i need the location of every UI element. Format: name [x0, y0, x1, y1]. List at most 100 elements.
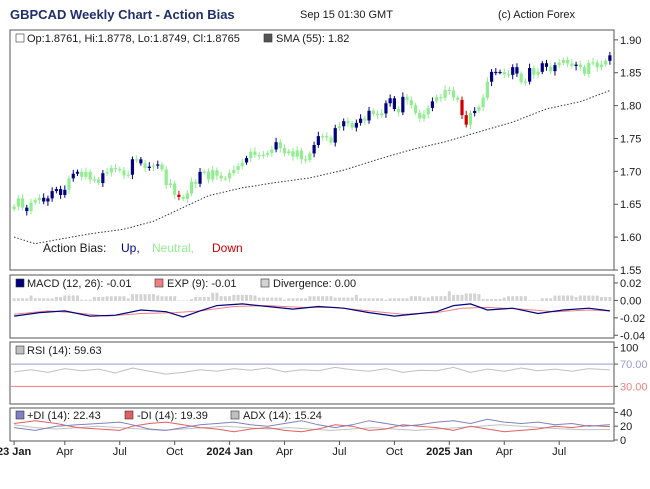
divergence-bar [384, 299, 388, 301]
price-panel [9, 29, 615, 271]
divergence-bar [401, 298, 405, 301]
price-bar [481, 97, 485, 108]
divergence-bar [299, 298, 303, 301]
price-bar [122, 170, 126, 176]
price-bar [135, 159, 139, 161]
rsi-axis-label: 70.00 [620, 359, 648, 371]
price-bar [388, 98, 392, 104]
divergence-bar [135, 294, 139, 301]
macd-legend: MACD (12, 26): -0.01 [27, 278, 132, 290]
price-bar [506, 74, 511, 76]
x-axis-label: Apr [276, 446, 293, 458]
price-bar [489, 71, 494, 82]
price-bar [25, 207, 29, 212]
divergence-bar [308, 296, 312, 301]
chart-timestamp: Sep 15 01:30 GMT [300, 9, 393, 21]
price-bar [75, 171, 80, 174]
price-bar [599, 64, 604, 68]
price-bar [329, 137, 333, 143]
divergence-bar [270, 297, 274, 301]
divergence-bar [185, 300, 189, 301]
rsi-legend-box [15, 345, 25, 355]
price-bar [299, 150, 304, 160]
price-bar [58, 189, 63, 195]
minus-di-line [14, 420, 610, 433]
price-bar [20, 198, 25, 208]
price-bar [92, 179, 96, 181]
divergence-bar [88, 299, 92, 301]
divergence-bar [257, 297, 261, 301]
divergence-bar [515, 296, 519, 301]
divergence-bar [490, 299, 494, 301]
price-bar [540, 63, 544, 72]
price-bar [16, 198, 20, 207]
price-bar [37, 197, 42, 201]
divergence-bar [570, 295, 574, 301]
ohlc-legend-box [15, 33, 25, 43]
price-bar [29, 202, 33, 212]
divergence-bar [578, 295, 582, 301]
price-bar [194, 181, 198, 184]
macd-legend-box [15, 278, 25, 288]
price-bar [211, 170, 215, 180]
divergence-bar [139, 294, 143, 301]
price-bar [219, 175, 223, 179]
divergence-bar [114, 296, 118, 301]
divergence-bar [54, 296, 58, 301]
divergence-bar [359, 298, 363, 301]
divergence-bar [443, 296, 447, 301]
divergence-bar [414, 296, 418, 301]
divergence-bar [253, 295, 257, 301]
divergence-bar [595, 295, 599, 301]
price-bar [206, 171, 211, 180]
price-bar [177, 194, 181, 197]
divergence-bar [599, 296, 603, 301]
price-bar [63, 189, 67, 195]
divergence-bar [409, 296, 413, 301]
price-bar [236, 166, 240, 170]
rsi-axis-label: 100 [620, 342, 638, 354]
price-bar [333, 128, 337, 143]
price-bar [473, 110, 477, 114]
price-bar [71, 173, 75, 179]
divergence-bar [105, 296, 109, 301]
price-bar [282, 148, 287, 154]
price-bar [189, 181, 194, 194]
divergence-bar [375, 298, 379, 301]
divergence-bar [240, 294, 244, 301]
divergence-bar [261, 297, 265, 301]
divergence-bar [430, 296, 434, 301]
chart-copyright: (c) Action Forex [498, 9, 576, 21]
price-bar [109, 167, 113, 173]
divergence-bar [278, 297, 282, 301]
price-bar [67, 178, 71, 190]
macd-panel [9, 274, 615, 339]
divergence-bar [177, 300, 181, 301]
price-bar [113, 167, 118, 170]
divergence-bar [545, 298, 549, 301]
divergence-bar [460, 294, 464, 301]
price-axis-label: 1.85 [620, 68, 641, 80]
divergence-bar [109, 296, 113, 301]
price-bar [97, 179, 101, 184]
price-axis-label: 1.60 [620, 232, 641, 244]
ohlc-legend: Op:1.8761, Hi:1.8778, Lo:1.8749, Cl:1.87… [27, 33, 240, 45]
price-bar [358, 118, 363, 123]
price-bar [143, 163, 147, 169]
price-bar [54, 189, 58, 192]
price-bar [549, 66, 553, 72]
divergence-bar [511, 296, 515, 301]
divergence-bar [101, 296, 105, 301]
price-bar [12, 206, 16, 210]
price-bar [253, 151, 257, 155]
price-bar [582, 67, 587, 74]
price-bar [371, 110, 375, 114]
divergence-bar [29, 295, 33, 301]
price-bar [460, 99, 464, 116]
divergence-bar [202, 296, 206, 301]
divergence-bar [92, 296, 96, 301]
divergence-bar [295, 298, 299, 301]
price-bar [173, 183, 177, 195]
divergence-legend: Divergence: 0.00 [273, 278, 356, 290]
action-bias-label: Action Bias: [43, 241, 106, 255]
